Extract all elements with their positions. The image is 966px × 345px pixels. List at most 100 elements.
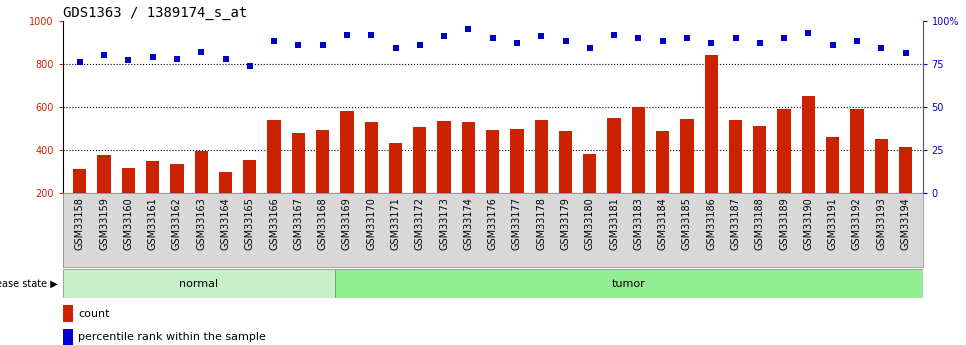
Text: GSM33192: GSM33192 bbox=[852, 197, 862, 250]
Point bbox=[121, 58, 136, 63]
Bar bbox=[583, 155, 596, 193]
Point bbox=[509, 40, 525, 46]
Bar bbox=[413, 127, 426, 193]
Point bbox=[461, 27, 476, 32]
Text: GSM33171: GSM33171 bbox=[390, 197, 401, 250]
Bar bbox=[146, 161, 159, 193]
Point bbox=[72, 59, 88, 65]
Bar bbox=[316, 130, 329, 193]
Point bbox=[801, 30, 816, 36]
Text: GSM33183: GSM33183 bbox=[634, 197, 643, 250]
Point bbox=[217, 56, 233, 61]
Point bbox=[825, 42, 840, 48]
Point bbox=[607, 32, 622, 37]
Text: GSM33159: GSM33159 bbox=[99, 197, 109, 250]
Point bbox=[849, 39, 865, 44]
Text: GSM33167: GSM33167 bbox=[294, 197, 303, 250]
Point bbox=[873, 46, 889, 51]
Point bbox=[363, 32, 379, 37]
Bar bbox=[219, 171, 232, 193]
Bar bbox=[389, 142, 402, 193]
Text: GSM33191: GSM33191 bbox=[828, 197, 838, 250]
Bar bbox=[632, 107, 645, 193]
Text: GSM33187: GSM33187 bbox=[730, 197, 741, 250]
Text: GSM33168: GSM33168 bbox=[318, 197, 327, 250]
Bar bbox=[850, 109, 864, 193]
Point bbox=[655, 39, 670, 44]
Text: GSM33181: GSM33181 bbox=[610, 197, 619, 250]
Point bbox=[193, 49, 209, 55]
Bar bbox=[728, 120, 742, 193]
Text: percentile rank within the sample: percentile rank within the sample bbox=[78, 332, 266, 342]
Point bbox=[533, 33, 549, 39]
Text: GSM33190: GSM33190 bbox=[804, 197, 813, 250]
Text: GSM33169: GSM33169 bbox=[342, 197, 352, 250]
Bar bbox=[243, 160, 257, 193]
Bar bbox=[656, 131, 669, 193]
Text: GSM33164: GSM33164 bbox=[220, 197, 231, 250]
Point bbox=[291, 42, 306, 48]
Text: GSM33165: GSM33165 bbox=[244, 197, 255, 250]
Bar bbox=[534, 120, 548, 193]
Text: GSM33188: GSM33188 bbox=[754, 197, 765, 250]
Text: GSM33173: GSM33173 bbox=[440, 197, 449, 250]
Bar bbox=[753, 126, 766, 193]
Bar bbox=[63, 329, 73, 345]
Bar bbox=[340, 111, 354, 193]
Point bbox=[703, 40, 719, 46]
Point bbox=[315, 42, 330, 48]
Point bbox=[267, 39, 282, 44]
Bar bbox=[559, 131, 572, 193]
Bar bbox=[268, 120, 281, 193]
Text: GSM33178: GSM33178 bbox=[536, 197, 546, 250]
Text: GSM33172: GSM33172 bbox=[414, 197, 425, 250]
Bar bbox=[462, 122, 475, 193]
Point bbox=[412, 42, 428, 48]
Point bbox=[557, 39, 573, 44]
Bar bbox=[292, 133, 305, 193]
Text: GSM33186: GSM33186 bbox=[706, 197, 716, 250]
Text: GSM33162: GSM33162 bbox=[172, 197, 182, 250]
Bar bbox=[98, 156, 111, 193]
Text: GSM33184: GSM33184 bbox=[658, 197, 668, 250]
Point bbox=[485, 35, 500, 41]
Bar bbox=[170, 164, 184, 193]
Bar bbox=[63, 305, 73, 322]
Text: GDS1363 / 1389174_s_at: GDS1363 / 1389174_s_at bbox=[63, 6, 247, 20]
Text: GSM33179: GSM33179 bbox=[560, 197, 571, 250]
Point bbox=[169, 56, 185, 61]
FancyBboxPatch shape bbox=[63, 269, 335, 298]
Bar bbox=[898, 147, 912, 193]
Text: GSM33185: GSM33185 bbox=[682, 197, 692, 250]
Text: GSM33158: GSM33158 bbox=[74, 197, 85, 250]
Text: GSM33189: GSM33189 bbox=[780, 197, 789, 250]
Point bbox=[97, 52, 112, 58]
FancyBboxPatch shape bbox=[335, 269, 923, 298]
Point bbox=[777, 35, 792, 41]
Point bbox=[387, 46, 403, 51]
Bar bbox=[73, 169, 87, 193]
Text: GSM33163: GSM33163 bbox=[196, 197, 206, 250]
Bar bbox=[802, 96, 815, 193]
Text: GSM33160: GSM33160 bbox=[124, 197, 133, 250]
Point bbox=[339, 32, 355, 37]
Bar bbox=[364, 122, 378, 193]
Text: GSM33166: GSM33166 bbox=[270, 197, 279, 250]
Point bbox=[897, 51, 913, 56]
Text: GSM33161: GSM33161 bbox=[148, 197, 157, 250]
Point bbox=[582, 46, 598, 51]
Bar bbox=[826, 137, 839, 193]
Bar bbox=[778, 109, 791, 193]
Point bbox=[145, 54, 160, 60]
Point bbox=[242, 63, 258, 68]
Bar bbox=[510, 129, 524, 193]
Text: GSM33177: GSM33177 bbox=[512, 197, 522, 250]
Bar bbox=[874, 139, 888, 193]
Bar bbox=[680, 119, 694, 193]
Bar bbox=[122, 168, 135, 193]
Bar bbox=[608, 118, 621, 193]
Text: normal: normal bbox=[180, 279, 218, 289]
Point bbox=[727, 35, 743, 41]
Bar bbox=[486, 130, 499, 193]
Bar bbox=[704, 55, 718, 193]
